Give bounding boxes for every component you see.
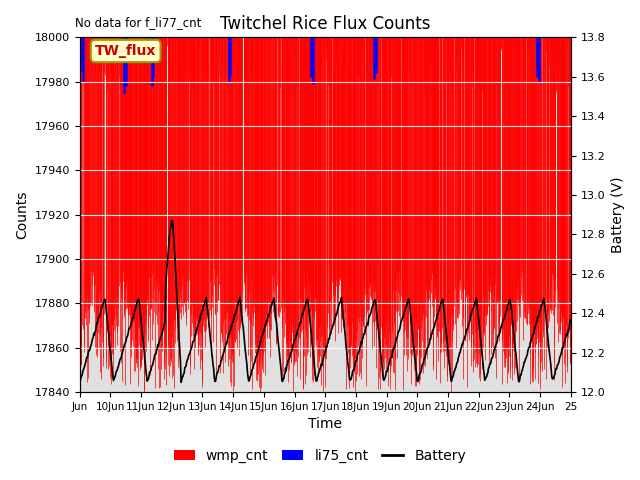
Y-axis label: Counts: Counts bbox=[15, 191, 29, 239]
Text: No data for f_li77_cnt: No data for f_li77_cnt bbox=[75, 16, 201, 29]
Text: TW_flux: TW_flux bbox=[95, 44, 156, 58]
X-axis label: Time: Time bbox=[308, 418, 342, 432]
Legend: wmp_cnt, li75_cnt, Battery: wmp_cnt, li75_cnt, Battery bbox=[168, 443, 472, 468]
Y-axis label: Battery (V): Battery (V) bbox=[611, 177, 625, 253]
Title: Twitchel Rice Flux Counts: Twitchel Rice Flux Counts bbox=[220, 15, 431, 33]
